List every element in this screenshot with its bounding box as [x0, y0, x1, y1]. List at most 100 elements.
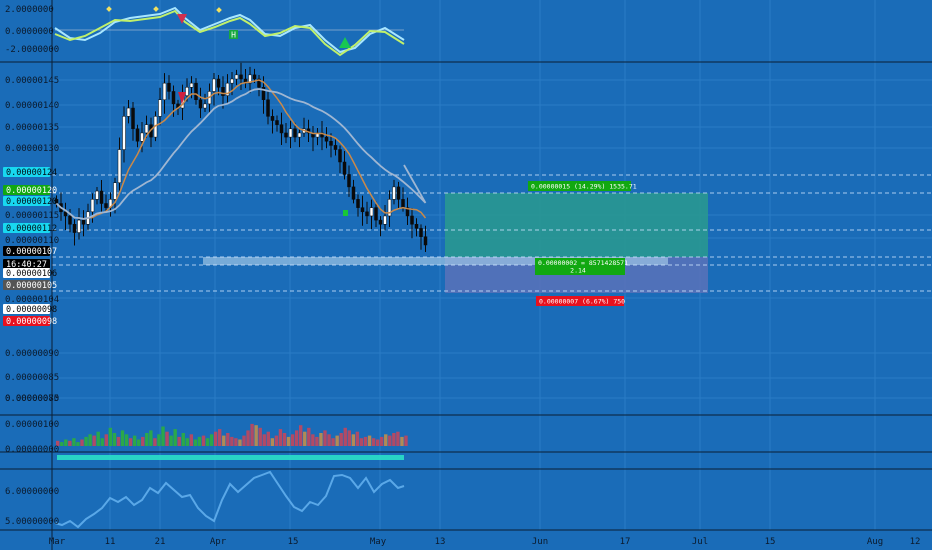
entry-label-box — [535, 258, 625, 275]
candle-up[interactable] — [392, 186, 396, 200]
candle-down[interactable] — [221, 87, 225, 96]
candle-up[interactable] — [144, 124, 149, 134]
candle-down[interactable] — [252, 74, 257, 80]
candle-down[interactable] — [396, 186, 401, 200]
candle-up[interactable] — [162, 82, 167, 101]
candle-down[interactable] — [261, 87, 266, 101]
oscillator-line-a — [54, 6, 405, 54]
candle-up[interactable] — [126, 107, 131, 117]
candle-up[interactable] — [113, 182, 117, 200]
candle-up[interactable] — [77, 219, 81, 233]
candle-down[interactable] — [284, 132, 288, 138]
volume-bar — [331, 438, 335, 446]
moving-average-slow — [55, 88, 427, 220]
candle-down[interactable] — [63, 211, 68, 217]
time-axis[interactable]: Mar 11 21 Apr 15 May 13 Jun 17 Jul 15 Aug 12 — [49, 537, 921, 547]
target-label-box — [528, 181, 631, 191]
volume-bar — [278, 429, 283, 446]
candle-down[interactable] — [338, 149, 342, 163]
candle-up[interactable] — [383, 215, 387, 225]
candle-down[interactable] — [171, 91, 176, 105]
candle-down[interactable] — [279, 124, 284, 134]
candle-down[interactable] — [131, 107, 135, 130]
candle-down[interactable] — [68, 215, 72, 225]
price-tag-text: 0.00000098 — [6, 305, 57, 315]
candle-up[interactable] — [212, 78, 216, 92]
candle-down[interactable] — [414, 224, 419, 229]
volume-bar — [323, 430, 327, 446]
candle-down[interactable] — [356, 199, 360, 208]
candle-down[interactable] — [198, 99, 203, 109]
price-pane[interactable] — [54, 62, 428, 252]
candle-up[interactable] — [189, 82, 194, 88]
candle-down[interactable] — [135, 128, 140, 142]
candle-down[interactable] — [360, 207, 365, 213]
candle-down[interactable] — [104, 203, 108, 208]
price-axis-label: 0.00000080 — [5, 394, 59, 404]
candle-up[interactable] — [369, 207, 374, 217]
candle-up[interactable] — [117, 149, 122, 184]
candle-down[interactable] — [266, 99, 270, 117]
candle-up[interactable] — [90, 199, 95, 213]
price-axis-label: 0.00000090 — [5, 349, 59, 359]
volume-pane[interactable] — [56, 423, 408, 460]
candle-down[interactable] — [167, 82, 171, 92]
candle-up[interactable] — [95, 190, 99, 200]
candle-up[interactable] — [203, 103, 207, 109]
candle-down[interactable] — [81, 219, 86, 225]
volume-bar — [72, 438, 76, 446]
candle-down[interactable] — [374, 207, 378, 221]
candle-up[interactable] — [297, 132, 302, 138]
candle-down[interactable] — [423, 236, 428, 246]
candle-up[interactable] — [225, 82, 230, 96]
candle-up[interactable] — [248, 74, 252, 84]
volume-bar — [355, 431, 360, 446]
volume-bar — [137, 439, 141, 446]
candle-down[interactable] — [194, 82, 198, 101]
candle-down[interactable] — [419, 228, 423, 237]
candle-down[interactable] — [324, 136, 329, 142]
candle-up[interactable] — [234, 74, 239, 80]
candle-down[interactable] — [347, 174, 351, 188]
rsi-pane[interactable] — [54, 470, 405, 529]
candle-down[interactable] — [329, 141, 333, 146]
price-axis[interactable]: 2.0000000 0.0000000 -2.0000000 0.00000145 0.… — [5, 5, 59, 527]
candle-down[interactable] — [401, 199, 405, 208]
candle-down[interactable] — [378, 219, 383, 225]
volume-bar — [80, 439, 84, 446]
candle-down[interactable] — [275, 120, 279, 125]
candle-up[interactable] — [158, 99, 162, 117]
candle-up[interactable] — [122, 116, 126, 150]
candle-down[interactable] — [270, 116, 275, 121]
volume-bar — [339, 433, 343, 446]
target-zone[interactable] — [445, 193, 708, 257]
candle-up[interactable] — [230, 78, 234, 84]
candle-up[interactable] — [288, 128, 293, 138]
candle-down[interactable] — [99, 190, 104, 204]
candle-down[interactable] — [351, 186, 356, 200]
candle-down[interactable] — [410, 215, 414, 225]
candle-down[interactable] — [72, 224, 77, 233]
candle-up[interactable] — [185, 87, 189, 96]
osc-axis-label: 2.0000000 — [5, 5, 54, 15]
volume-bar — [181, 433, 185, 446]
candle-down[interactable] — [293, 128, 297, 138]
price-tag-text: 0.00000120 — [6, 197, 57, 207]
candle-down[interactable] — [342, 161, 347, 175]
time-axis-label: 21 — [155, 537, 166, 547]
candle-down[interactable] — [333, 145, 338, 150]
candle-up[interactable] — [140, 132, 144, 142]
candle-up[interactable] — [387, 199, 392, 217]
price-tag-text: 0.00000120 — [6, 186, 57, 196]
candle-down[interactable] — [405, 207, 410, 217]
candle-down[interactable] — [365, 211, 369, 217]
time-axis-label: 13 — [435, 537, 446, 547]
volume-bar — [149, 430, 153, 446]
volume-bar — [116, 436, 121, 446]
candle-down[interactable] — [216, 78, 221, 88]
position-zones[interactable] — [52, 174, 932, 293]
volume-bar — [286, 436, 291, 446]
candle-down[interactable] — [257, 78, 261, 88]
candle-down[interactable] — [239, 74, 243, 80]
